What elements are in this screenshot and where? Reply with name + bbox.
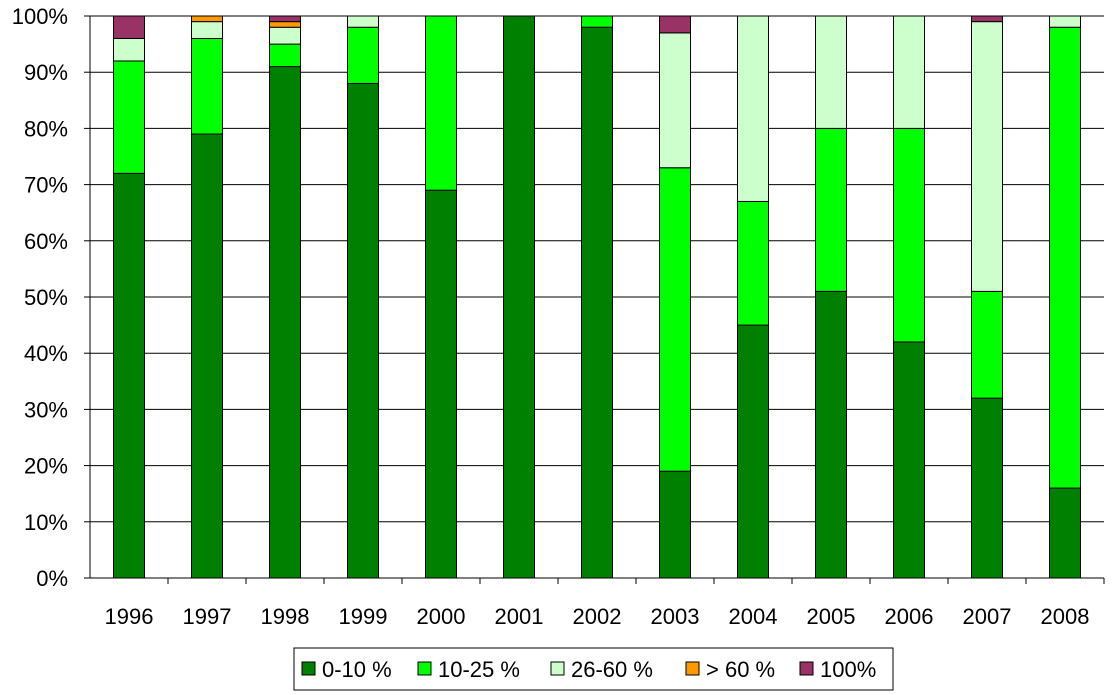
- bar-segment: [347, 26, 379, 84]
- bar-segment: [893, 341, 925, 579]
- bar-segment: [113, 15, 145, 39]
- bar-segment: [971, 21, 1003, 292]
- legend-label: > 60 %: [706, 657, 775, 682]
- bar-segment: [347, 15, 379, 28]
- x-tick-label: 2005: [807, 604, 856, 629]
- bar-segment: [269, 66, 301, 579]
- x-tick-label: 2008: [1041, 604, 1090, 629]
- bar-segment: [425, 15, 457, 191]
- legend-label: 100%: [820, 657, 876, 682]
- bar-segment: [893, 15, 925, 129]
- x-tick-label: 2001: [495, 604, 544, 629]
- bar-segment: [659, 32, 691, 169]
- bar-segment: [269, 26, 301, 45]
- bar-segment: [191, 37, 223, 135]
- y-tick-labels: 0% 10% 20% 30% 40% 50% 60% 70% 80% 90% 100%: [12, 4, 68, 591]
- bar-segment: [815, 127, 847, 292]
- bar-segment: [893, 127, 925, 343]
- y-tick-label: 80%: [24, 116, 68, 141]
- bar-segment: [425, 189, 457, 579]
- legend-frame: [293, 647, 894, 691]
- x-tick-label: 2003: [651, 604, 700, 629]
- x-tick-label: 2004: [729, 604, 778, 629]
- bar-segment: [737, 324, 769, 579]
- bar-segment: [971, 290, 1003, 399]
- y-tick-label: 60%: [24, 229, 68, 254]
- y-tick-label: 30%: [24, 397, 68, 422]
- bar-segment: [191, 133, 223, 579]
- bar-segment: [347, 82, 379, 579]
- bar-segment: [191, 15, 223, 23]
- bar-segment: [971, 15, 1003, 23]
- bar-segment: [581, 26, 613, 579]
- bar-segment: [113, 60, 145, 174]
- bar-segment: [113, 172, 145, 579]
- bar-segment: [1049, 26, 1081, 489]
- bar-segment: [1049, 15, 1081, 28]
- legend-swatch: [799, 661, 814, 676]
- x-tick-label: 1999: [339, 604, 388, 629]
- bar-segment: [971, 397, 1003, 579]
- y-tick-label: 90%: [24, 60, 68, 85]
- y-tick-label: 20%: [24, 454, 68, 479]
- bar-segment: [815, 290, 847, 579]
- x-category-labels: 1996 1997 1998 1999 2000 2001 2002 2003 2004 2005…: [105, 604, 1090, 629]
- bar-segment: [191, 21, 223, 39]
- y-tick-label: 100%: [12, 4, 68, 29]
- bar-segment: [659, 15, 691, 34]
- legend: 0-10 % 10-25 % 26-60 % > 60 % 100%: [293, 647, 894, 691]
- legend-label: 0-10 %: [322, 657, 392, 682]
- x-tick-label: 2007: [963, 604, 1012, 629]
- bars: [113, 15, 1081, 579]
- bar-segment: [737, 200, 769, 326]
- x-tick-label: 2002: [573, 604, 622, 629]
- legend-label: 10-25 %: [438, 657, 520, 682]
- y-tick-label: 10%: [24, 510, 68, 535]
- bar-segment: [113, 37, 145, 62]
- x-tick-label: 1996: [105, 604, 154, 629]
- legend-swatch: [685, 661, 700, 676]
- y-tick-label: 0%: [36, 566, 68, 591]
- legend-swatch: [301, 661, 316, 676]
- bar-segment: [269, 15, 301, 23]
- bar-segment: [269, 43, 301, 68]
- axes: [84, 15, 1105, 584]
- x-tick-label: 1997: [183, 604, 232, 629]
- bar-segment: [815, 15, 847, 129]
- bar-segment: [503, 15, 535, 579]
- bar-segment: [659, 470, 691, 579]
- bar-segment: [269, 21, 301, 28]
- bar-segment: [1049, 487, 1081, 579]
- y-tick-label: 70%: [24, 173, 68, 198]
- x-tick-label: 1998: [261, 604, 310, 629]
- bar-segment: [659, 167, 691, 472]
- bar-segment: [737, 15, 769, 202]
- bar-segment: [581, 15, 613, 28]
- y-tick-label: 50%: [24, 285, 68, 310]
- legend-swatch: [417, 661, 432, 676]
- legend-label: 26-60 %: [571, 657, 653, 682]
- x-tick-label: 2000: [417, 604, 466, 629]
- legend-swatch: [550, 661, 565, 676]
- y-tick-label: 40%: [24, 341, 68, 366]
- x-tick-label: 2006: [885, 604, 934, 629]
